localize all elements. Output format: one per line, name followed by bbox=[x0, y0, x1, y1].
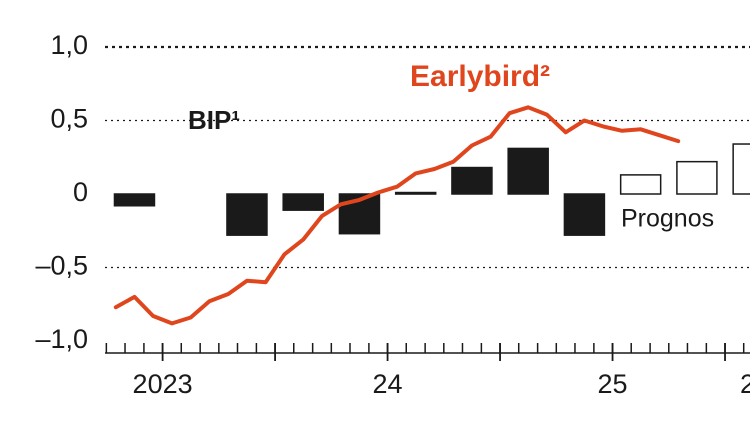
plot: 1,0 0,5 0 –0,5 –1,0 2023 24 25 2 bbox=[35, 30, 750, 399]
bar bbox=[113, 193, 156, 207]
x-tick-label: 2 bbox=[740, 369, 750, 399]
y-tick-label: 1,0 bbox=[50, 30, 88, 60]
x-tick-label: 25 bbox=[598, 369, 628, 399]
bar bbox=[338, 193, 381, 235]
x-tick-label: 2023 bbox=[133, 369, 193, 399]
bar bbox=[563, 193, 606, 236]
x-tick-label: 24 bbox=[373, 369, 403, 399]
forecast-label: Prognos bbox=[621, 205, 714, 233]
bar bbox=[451, 166, 493, 195]
y-tick-label: 0 bbox=[73, 177, 88, 207]
y-tick-label: –0,5 bbox=[35, 251, 88, 281]
bar bbox=[282, 193, 324, 211]
bar bbox=[619, 174, 662, 195]
y-tick-label: 0,5 bbox=[50, 104, 88, 134]
bar bbox=[226, 193, 268, 236]
bar bbox=[394, 191, 437, 195]
earlybird-label: Earlybird² bbox=[410, 60, 550, 93]
line bbox=[113, 105, 681, 326]
bar bbox=[732, 143, 750, 195]
bar bbox=[507, 147, 549, 195]
bar bbox=[676, 160, 718, 195]
y-tick-label: –1,0 bbox=[35, 324, 88, 354]
bip-label: BIP¹ bbox=[188, 105, 240, 135]
